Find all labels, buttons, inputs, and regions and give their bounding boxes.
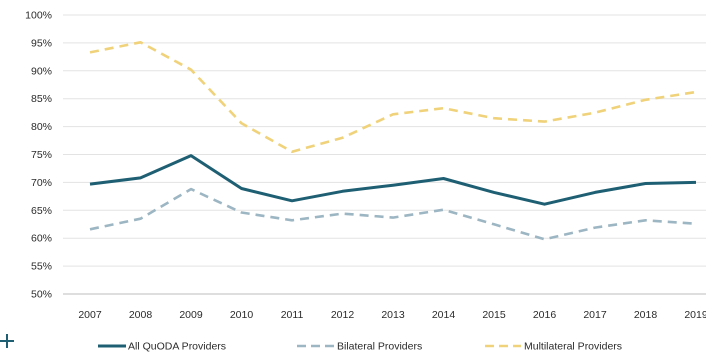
x-tick-label: 2016 (533, 309, 557, 321)
y-tick-label: 65% (31, 205, 52, 217)
x-tick-label: 2019 (684, 309, 706, 321)
series-line-multilateral-providers (89, 40, 697, 153)
x-tick-label: 2011 (281, 309, 304, 321)
legend-label: All QuODA Providers (128, 341, 226, 353)
series-lines (89, 40, 697, 241)
x-tick-label: 2014 (432, 309, 456, 321)
x-tick-label: 2015 (482, 309, 506, 321)
y-tick-label: 70% (31, 177, 52, 189)
y-tick-label: 95% (31, 37, 52, 49)
legend: All QuODA Providers Bilateral Providers Mu… (98, 341, 622, 353)
x-tick-label: 2010 (230, 309, 254, 321)
x-tick-label: 2007 (78, 309, 102, 321)
x-tick-label: 2009 (179, 309, 203, 321)
grid-lines (63, 14, 706, 295)
y-tick-label: 60% (31, 233, 52, 245)
legend-label: Bilateral Providers (337, 341, 422, 353)
x-tick-label: 2012 (331, 309, 355, 321)
plus-icon (0, 334, 14, 348)
y-tick-label: 75% (31, 149, 52, 161)
x-axis-tick-labels: 2007 2008 2009 2010 2011 2012 2013 2014 2015 2016… (78, 309, 706, 321)
y-tick-label: 90% (31, 65, 52, 77)
x-tick-label: 2017 (583, 309, 607, 321)
x-tick-label: 2013 (381, 309, 405, 321)
y-axis-tick-labels: 50% 55% 60% 65% 70% 75% 80% 85% 90% 95% 100% (25, 10, 52, 301)
y-tick-label: 80% (31, 121, 52, 133)
y-tick-label: 100% (25, 10, 52, 22)
legend-label: Multilateral Providers (524, 341, 622, 353)
y-tick-label: 50% (31, 289, 52, 301)
y-tick-label: 55% (31, 261, 52, 273)
x-tick-label: 2008 (129, 309, 153, 321)
series-line-all-quoda-providers (89, 154, 697, 206)
series-line-bilateral-providers (89, 187, 697, 241)
x-tick-label: 2018 (634, 309, 658, 321)
y-tick-label: 85% (31, 93, 52, 105)
